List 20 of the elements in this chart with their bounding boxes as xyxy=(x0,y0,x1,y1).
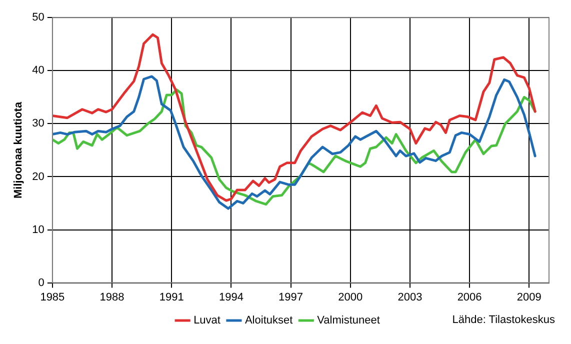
legend-label: Luvat xyxy=(194,314,220,327)
legend-label: Aloitukset xyxy=(244,314,293,327)
legend-label: Valmistuneet xyxy=(317,314,380,327)
y-tick-label: 10 xyxy=(32,224,44,236)
x-tick-label: 1994 xyxy=(218,291,244,304)
x-tick-label: 1985 xyxy=(40,291,65,304)
x-tick-label: 2006 xyxy=(457,291,482,304)
x-tick-label: 1988 xyxy=(100,291,124,304)
y-tick-label: 40 xyxy=(32,64,44,77)
text: Lähde: Tilastokeskus xyxy=(452,314,556,326)
y-tick-label: 50 xyxy=(32,12,44,24)
x-tick-label: 2000 xyxy=(338,291,363,304)
x-tick-label: 1991 xyxy=(159,291,184,304)
x-tick-label: 2003 xyxy=(398,291,422,304)
y-tick-label: 20 xyxy=(32,170,44,183)
x-tick-label: 1997 xyxy=(278,291,304,304)
y-tick-label: 30 xyxy=(32,118,44,130)
x-tick-label: 2009 xyxy=(516,291,542,304)
y-tick-label: 0 xyxy=(38,276,44,289)
y-axis-title: Miljoonaa kuutiota xyxy=(12,101,25,198)
